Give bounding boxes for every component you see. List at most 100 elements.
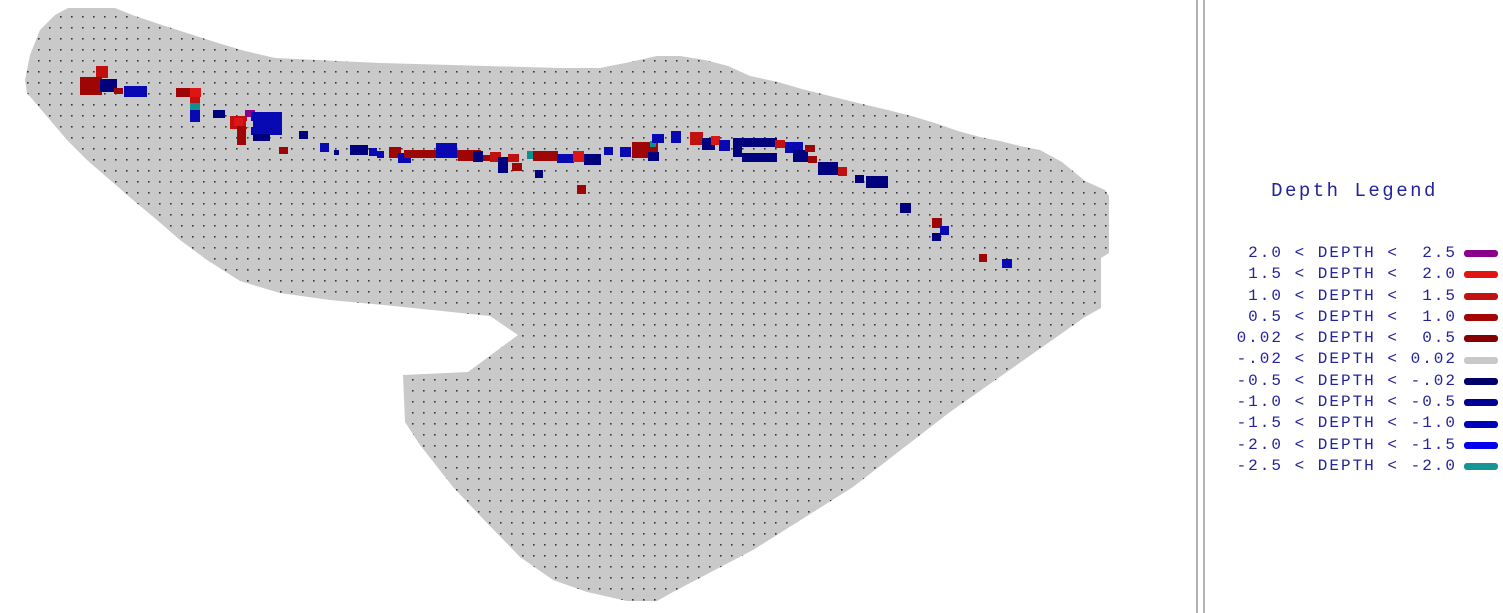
depth-cell (733, 147, 742, 157)
depth-cell (604, 147, 613, 155)
legend-row: -1.5 < DEPTH < -1.0 (1237, 413, 1498, 434)
legend-color-swatch (1464, 250, 1498, 258)
legend-range-label: 2.0 < DEPTH < 2.5 (1236, 244, 1457, 262)
depth-cell (866, 176, 888, 188)
depth-cell (584, 154, 601, 165)
depth-cell (279, 147, 288, 154)
depth-cell (498, 157, 508, 173)
depth-cell (775, 140, 785, 148)
depth-cell (719, 140, 730, 151)
depth-cell (237, 126, 246, 145)
depth-cell (508, 154, 519, 162)
depth-cell (652, 134, 664, 143)
depth-cell (96, 66, 108, 78)
depth-cell (818, 162, 838, 175)
legend-row: 1.0 < DEPTH < 1.5 (1237, 286, 1498, 307)
depth-cell (436, 143, 457, 158)
panel-divider-line-left (1196, 0, 1198, 613)
legend-range-label: -2.0 < DEPTH < -1.5 (1236, 435, 1457, 454)
depth-cell (490, 152, 501, 162)
legend-range-label: 0.5 < DEPTH < 1.0 (1236, 307, 1457, 326)
depth-cell (299, 131, 308, 139)
legend-color-swatch (1464, 314, 1498, 322)
legend-color-swatch (1464, 377, 1498, 385)
legend-row: -.02 < DEPTH < 0.02 (1237, 349, 1498, 370)
depth-cell (190, 97, 200, 103)
depth-cell (190, 110, 200, 122)
depth-cell (620, 147, 631, 157)
depth-cell (251, 112, 282, 135)
legend-range-label: -1.5 < DEPTH < -1.0 (1236, 414, 1457, 433)
legend-color-swatch (1464, 399, 1498, 407)
depth-cell (577, 185, 586, 194)
depth-cell (369, 148, 377, 156)
depth-cell (213, 110, 225, 118)
depth-cell (527, 151, 534, 159)
depth-cell (1002, 259, 1012, 268)
depth-cell (742, 153, 777, 162)
depth-cell (334, 150, 339, 155)
depth-cell (473, 151, 483, 162)
depth-cell (785, 142, 803, 153)
legend-title: Depth Legend (1271, 180, 1438, 202)
depth-cell (389, 147, 401, 158)
legend-range-label: 1.5 < DEPTH < 2.0 (1236, 265, 1457, 284)
legend-color-swatch (1464, 463, 1498, 471)
legend-row: 2.0 < DEPTH < 2.5 (1237, 243, 1498, 264)
depth-cell (114, 88, 123, 94)
depth-cell (711, 136, 720, 145)
depth-cell (940, 226, 949, 235)
depth-cell (648, 152, 659, 161)
depth-cell (838, 167, 847, 176)
legend-range-label: -0.5 < DEPTH < -.02 (1236, 371, 1457, 390)
legend-range-label: -2.5 < DEPTH < -2.0 (1236, 456, 1457, 475)
depth-cell (808, 156, 817, 163)
legend-color-swatch (1464, 441, 1498, 449)
depth-cell (124, 86, 147, 97)
legend-color-swatch (1464, 292, 1498, 300)
legend-range-label: 0.02 < DEPTH < 0.5 (1236, 329, 1457, 348)
depth-cell (234, 118, 243, 126)
depth-cell (100, 79, 117, 92)
legend-range-label: 1.0 < DEPTH < 1.5 (1236, 286, 1457, 305)
depth-cell (932, 233, 941, 241)
depth-cell (483, 155, 491, 161)
depth-cell (176, 88, 190, 97)
model-domain-dot-grid (25, 8, 1109, 601)
legend-color-swatch (1464, 356, 1498, 364)
depth-cell (671, 131, 681, 143)
depth-cell (932, 218, 942, 228)
depth-cell (805, 145, 815, 152)
depth-cell (650, 141, 656, 147)
depth-cell (979, 254, 987, 262)
depth-cell (855, 175, 864, 183)
depth-map-canvas (25, 8, 1109, 601)
depth-cell (512, 163, 522, 171)
depth-cell (246, 121, 253, 127)
legend-color-swatch (1464, 420, 1498, 428)
depth-cell (535, 170, 543, 178)
panel-divider-line-right (1203, 0, 1205, 613)
depth-cell (253, 134, 270, 141)
legend-row: 0.5 < DEPTH < 1.0 (1237, 307, 1498, 328)
depth-cell (377, 151, 384, 158)
depth-cell (245, 110, 255, 117)
legend-range-label: -.02 < DEPTH < 0.02 (1236, 350, 1457, 369)
legend-row: -1.0 < DEPTH < -0.5 (1237, 392, 1498, 413)
legend-rows: 2.0 < DEPTH < 2.5 1.5 < DEPTH < 2.0 1.0 … (1237, 243, 1498, 477)
depth-cell (190, 88, 201, 97)
legend-row: 0.02 < DEPTH < 0.5 (1237, 328, 1498, 349)
depth-legend-panel: Depth Legend 2.0 < DEPTH < 2.5 1.5 < DEP… (1206, 0, 1503, 613)
legend-row: 1.5 < DEPTH < 2.0 (1237, 264, 1498, 285)
depth-cell (320, 143, 329, 152)
legend-color-swatch (1464, 335, 1498, 343)
legend-row: -2.5 < DEPTH < -2.0 (1237, 456, 1498, 477)
legend-range-label: -1.0 < DEPTH < -0.5 (1236, 393, 1457, 412)
depth-cell (557, 154, 574, 163)
depth-cell (900, 203, 911, 213)
depth-cell (350, 145, 368, 155)
depth-cell (80, 77, 102, 95)
legend-row: -2.0 < DEPTH < -1.5 (1237, 435, 1498, 456)
legend-row: -0.5 < DEPTH < -.02 (1237, 371, 1498, 392)
